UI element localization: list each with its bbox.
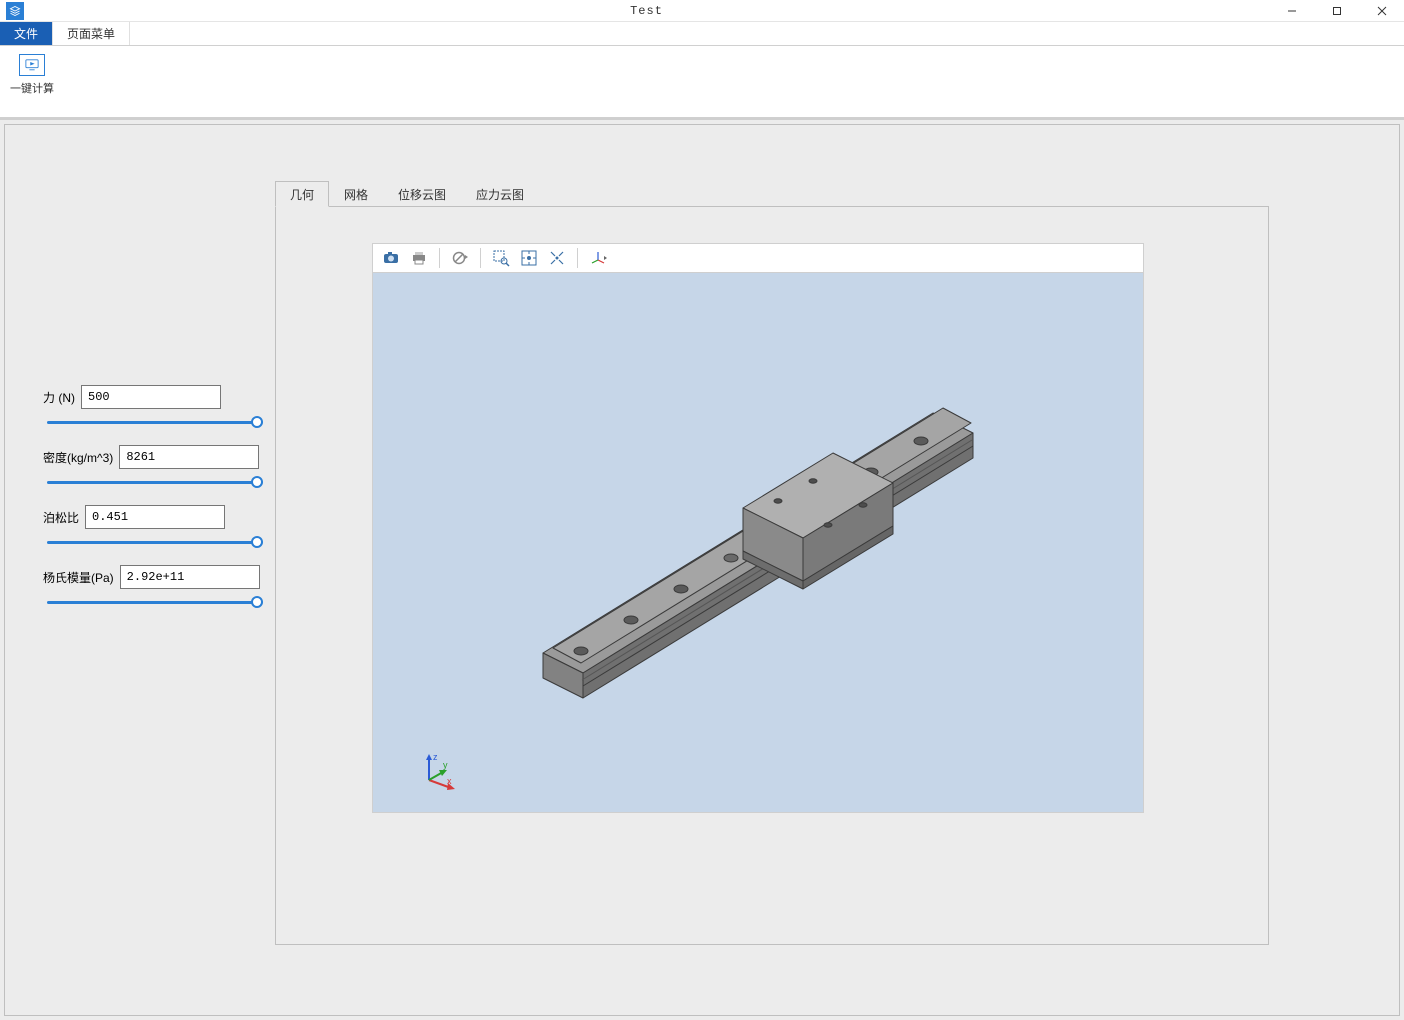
model-svg xyxy=(373,273,1144,813)
viewport-panel: 几何 网格 位移云图 应力云图 xyxy=(275,125,1399,1015)
parameter-panel: 力 (N) 密度(kg/m^3) xyxy=(5,125,275,1015)
calc-button-label: 一键计算 xyxy=(10,80,54,96)
force-slider[interactable] xyxy=(47,415,263,429)
zoom-window-icon[interactable] xyxy=(489,246,513,270)
poisson-input[interactable] xyxy=(85,505,225,529)
camera-icon[interactable] xyxy=(379,246,403,270)
menu-tab-page-menu[interactable]: 页面菜单 xyxy=(53,22,130,45)
fit-all-icon[interactable] xyxy=(517,246,541,270)
viewport-canvas[interactable]: z x y xyxy=(372,273,1144,813)
calc-button[interactable]: 一键计算 xyxy=(8,50,56,96)
menu-tabs: 文件 页面菜单 xyxy=(0,22,1404,46)
view-tabs: 几何 网格 位移云图 应力云图 xyxy=(275,181,1269,207)
axis-y-label: y xyxy=(443,760,448,770)
axis-z-label: z xyxy=(433,752,438,762)
force-input[interactable] xyxy=(81,385,221,409)
axis-orient-icon[interactable] xyxy=(586,246,610,270)
content-area: 力 (N) 密度(kg/m^3) xyxy=(0,118,1404,1020)
force-label: 力 (N) xyxy=(43,389,75,406)
print-icon[interactable] xyxy=(407,246,431,270)
titlebar: Test xyxy=(0,0,1404,22)
density-slider[interactable] xyxy=(47,475,263,489)
forbid-icon[interactable] xyxy=(448,246,472,270)
close-button[interactable] xyxy=(1359,0,1404,22)
app-icon xyxy=(6,2,24,20)
viewport-toolbar xyxy=(372,243,1144,273)
content-inner: 力 (N) 密度(kg/m^3) xyxy=(4,124,1400,1016)
poisson-label: 泊松比 xyxy=(43,509,79,526)
menu-tab-file[interactable]: 文件 xyxy=(0,22,53,45)
view-body: z x y xyxy=(275,207,1269,945)
view-tab-mesh[interactable]: 网格 xyxy=(329,181,383,206)
param-force: 力 (N) xyxy=(43,385,267,429)
view-tab-stress[interactable]: 应力云图 xyxy=(461,181,539,206)
param-poisson: 泊松比 xyxy=(43,505,267,549)
maximize-button[interactable] xyxy=(1314,0,1359,22)
minimize-button[interactable] xyxy=(1269,0,1314,22)
window-controls xyxy=(1269,0,1404,22)
viewport-wrap: z x y xyxy=(372,243,1144,813)
play-monitor-icon xyxy=(19,54,45,76)
param-density: 密度(kg/m^3) xyxy=(43,445,267,489)
density-input[interactable] xyxy=(119,445,259,469)
view-tab-geometry[interactable]: 几何 xyxy=(275,181,329,207)
axis-x-label: x xyxy=(447,776,452,786)
youngs-slider[interactable] xyxy=(47,595,263,609)
app-window: Test 文件 页面菜单 一键计算 力 (N) xyxy=(0,0,1404,1020)
zoom-extents-icon[interactable] xyxy=(545,246,569,270)
param-youngs: 杨氏模量(Pa) xyxy=(43,565,267,609)
view-tab-disp[interactable]: 位移云图 xyxy=(383,181,461,206)
ribbon: 一键计算 xyxy=(0,46,1404,118)
youngs-label: 杨氏模量(Pa) xyxy=(43,569,114,586)
poisson-slider[interactable] xyxy=(47,535,263,549)
density-label: 密度(kg/m^3) xyxy=(43,449,113,466)
youngs-input[interactable] xyxy=(120,565,260,589)
window-title: Test xyxy=(24,4,1269,18)
axis-triad: z x y xyxy=(417,752,457,792)
